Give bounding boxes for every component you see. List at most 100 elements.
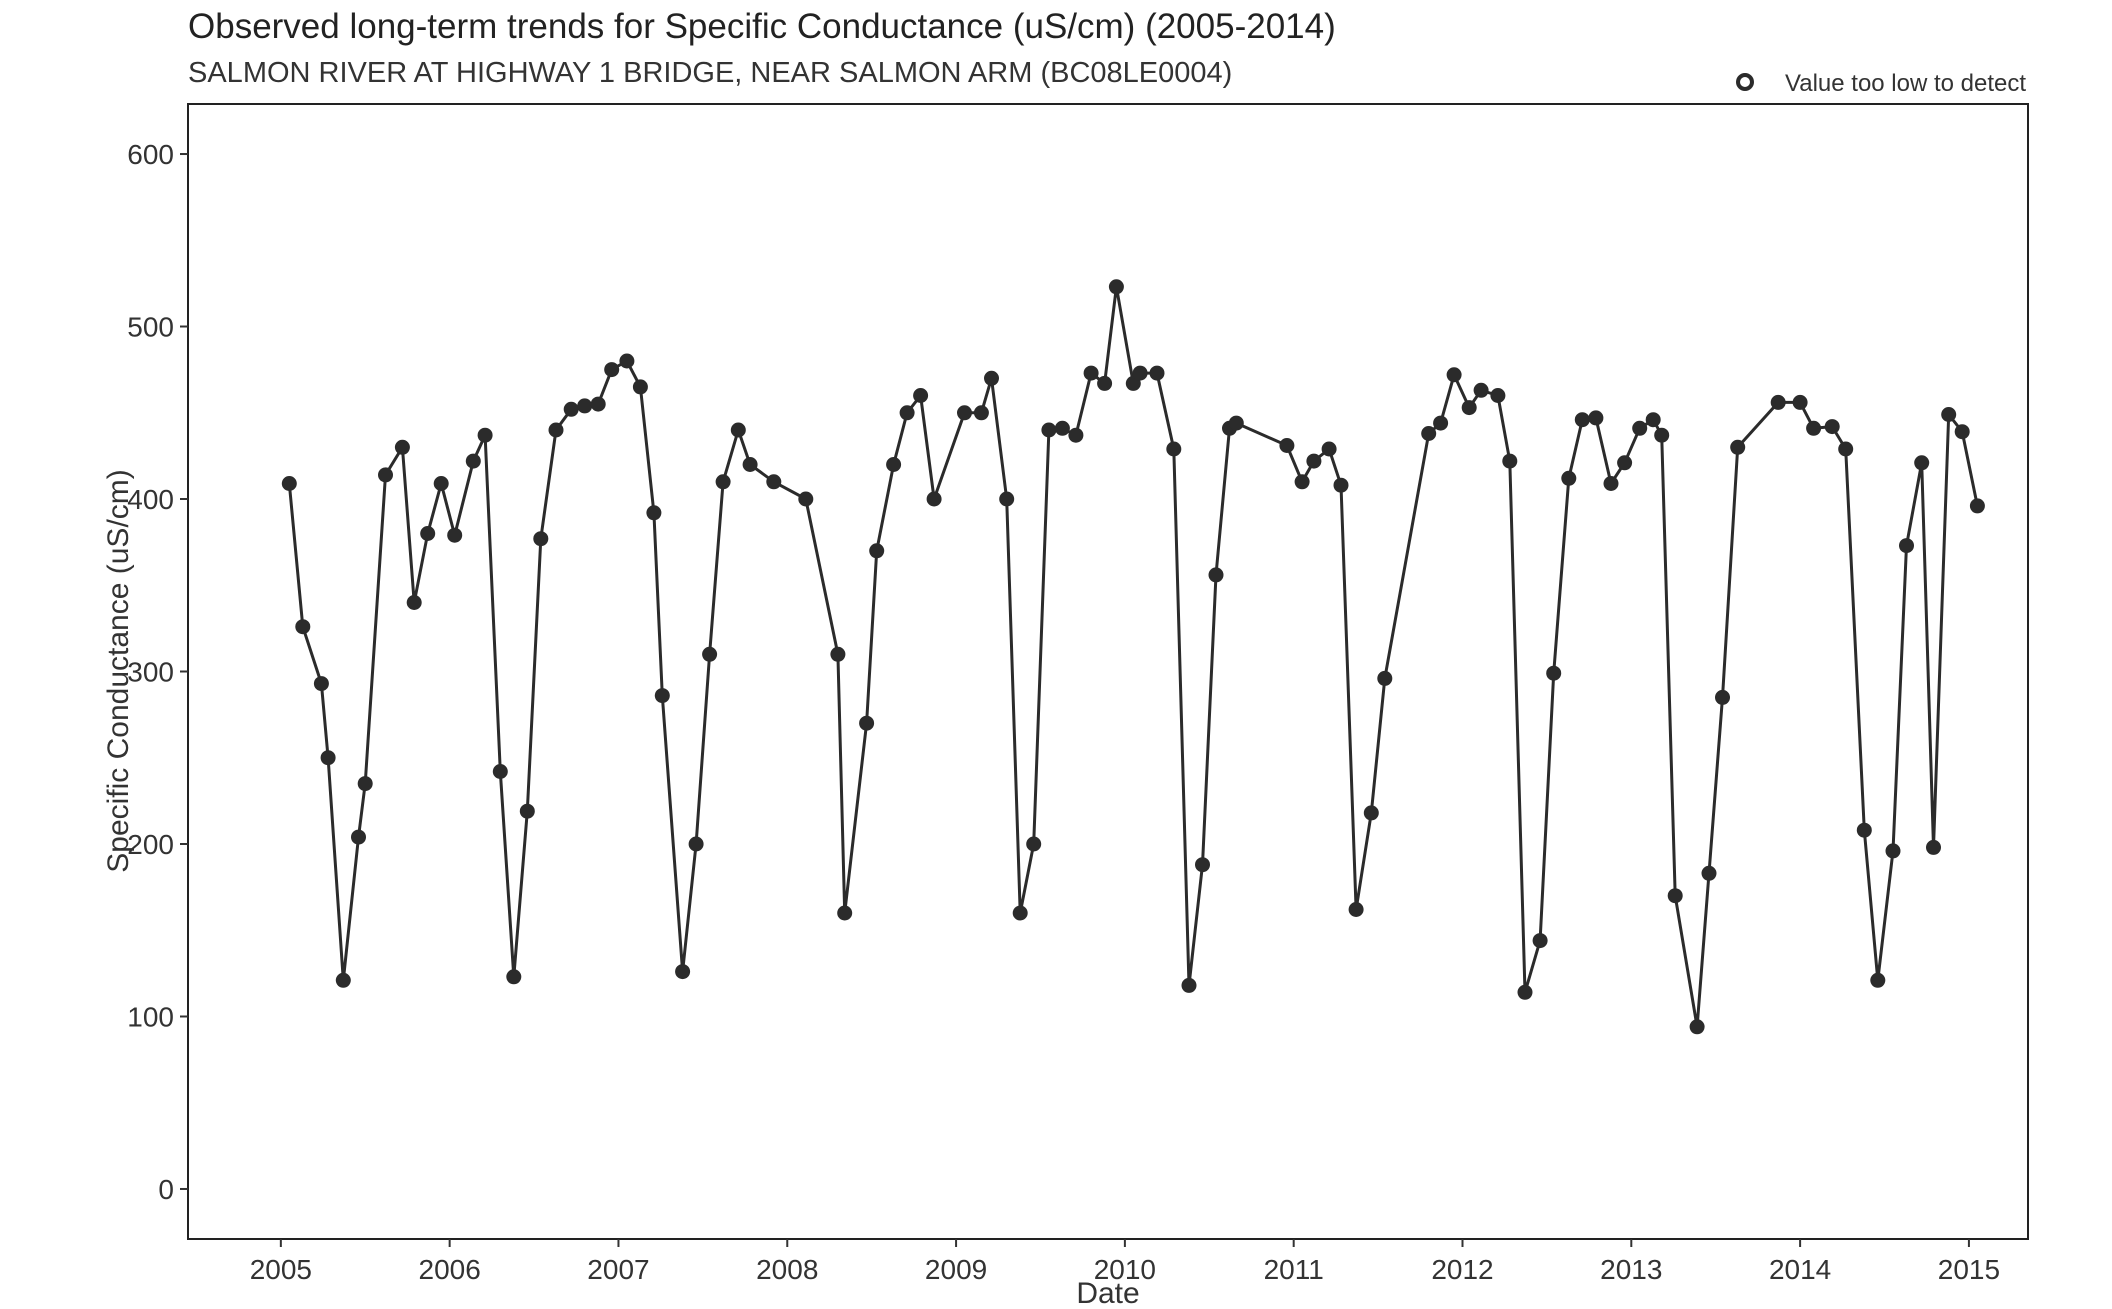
- data-point: [837, 905, 853, 921]
- data-point: [1181, 977, 1197, 993]
- data-point: [1068, 427, 1084, 443]
- data-point: [1954, 424, 1970, 440]
- data-point: [1490, 388, 1506, 403]
- data-point: [869, 543, 885, 559]
- data-point: [1885, 843, 1901, 859]
- data-point: [1969, 498, 1985, 514]
- data-point: [590, 396, 606, 412]
- data-point: [1421, 426, 1437, 441]
- series-line: [287, 285, 1979, 1029]
- data-point: [926, 491, 942, 507]
- data-point: [1083, 365, 1099, 381]
- data-point: [1041, 422, 1057, 438]
- data-point: [433, 476, 449, 491]
- x-tick-label: 2010: [1094, 1254, 1156, 1285]
- y-tick-label: 400: [127, 484, 174, 515]
- data-point: [351, 829, 366, 845]
- data-point: [899, 405, 915, 421]
- x-tick-label: 2008: [756, 1254, 818, 1285]
- data-point: [715, 474, 731, 490]
- x-tick-label: 2005: [250, 1254, 312, 1285]
- y-axis: 0 100 200 300 400 500 600: [127, 139, 188, 1205]
- data-point: [357, 776, 373, 792]
- data-point: [1856, 822, 1872, 838]
- y-tick-label: 300: [127, 657, 174, 688]
- data-point: [1166, 441, 1182, 457]
- data-point: [1632, 420, 1648, 436]
- data-point: [378, 467, 393, 483]
- data-point: [335, 972, 351, 988]
- data-point: [632, 379, 648, 395]
- data-point: [1654, 427, 1670, 443]
- x-tick-label: 2012: [1431, 1254, 1493, 1285]
- chart-title: Observed long-term trends for Specific C…: [188, 7, 1336, 46]
- data-point: [798, 491, 814, 507]
- data-point: [519, 803, 535, 819]
- data-point: [1228, 415, 1244, 431]
- data-point: [533, 531, 549, 547]
- data-point: [886, 457, 902, 472]
- data-point: [913, 388, 929, 403]
- x-tick-label: 2007: [587, 1254, 649, 1285]
- data-point: [730, 422, 746, 438]
- data-point: [1914, 455, 1930, 471]
- data-point: [1446, 367, 1462, 383]
- data-point: [295, 619, 311, 635]
- plot-panel: [187, 103, 2029, 1240]
- data-point: [1870, 972, 1886, 988]
- data-point: [394, 439, 410, 455]
- data-point: [1026, 836, 1042, 852]
- data-point: [984, 370, 999, 386]
- x-axis: 2005 2006 2007 2008 2009 2010 2011 2012 2013 2014…: [250, 1239, 2000, 1285]
- chart-subtitle: SALMON RIVER AT HIGHWAY 1 BRIDGE, NEAR S…: [188, 57, 1232, 89]
- data-point: [1926, 839, 1941, 855]
- y-tick-label: 0: [158, 1174, 174, 1205]
- data-point: [1377, 670, 1393, 686]
- y-tick-label: 100: [127, 1001, 174, 1032]
- data-point: [1208, 567, 1224, 583]
- data-point: [957, 405, 972, 421]
- y-tick-label: 500: [127, 312, 174, 343]
- y-axis-title: Specific Conductance (uS/cm): [102, 469, 135, 873]
- x-tick-label: 2011: [1264, 1254, 1324, 1285]
- data-point: [973, 405, 989, 421]
- data-point: [766, 474, 782, 490]
- data-point: [548, 422, 564, 438]
- data-point: [313, 676, 329, 692]
- data-point: [1824, 419, 1840, 435]
- data-point: [420, 526, 436, 541]
- x-tick-label: 2009: [925, 1254, 987, 1285]
- x-tick-label: 2006: [419, 1254, 481, 1285]
- data-point: [702, 646, 718, 662]
- data-point: [675, 964, 691, 980]
- data-point: [1195, 857, 1210, 873]
- data-point: [1574, 412, 1590, 428]
- data-point: [1561, 470, 1577, 486]
- data-point: [1645, 412, 1661, 428]
- data-point: [1132, 365, 1148, 381]
- data-point: [1899, 538, 1914, 554]
- data-point: [281, 476, 297, 491]
- data-point: [1461, 400, 1477, 416]
- data-point: [1588, 410, 1604, 426]
- data-point: [1806, 420, 1822, 436]
- series-layer: [281, 279, 1985, 1035]
- data-point: [1363, 805, 1379, 821]
- data-point: [1838, 441, 1854, 457]
- data-point: [688, 836, 704, 852]
- data-point: [1517, 984, 1533, 1000]
- data-point: [859, 715, 875, 731]
- data-point: [1279, 438, 1295, 453]
- data-point: [1348, 902, 1364, 917]
- data-point: [1532, 933, 1548, 949]
- data-point: [1617, 455, 1633, 471]
- data-point: [447, 527, 463, 543]
- data-point: [1473, 382, 1489, 398]
- data-point: [1108, 279, 1124, 295]
- data-point: [604, 362, 620, 378]
- x-axis-title: Date: [1076, 1277, 1139, 1309]
- data-point: [1546, 665, 1562, 681]
- data-point: [1306, 453, 1322, 469]
- data-point: [999, 491, 1015, 507]
